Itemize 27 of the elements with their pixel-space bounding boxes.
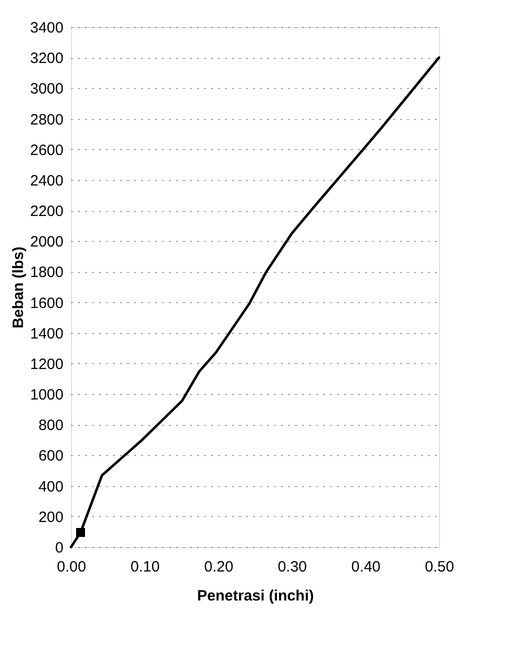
x-tick-label: 0.00	[56, 558, 86, 576]
x-tick-label: 0.30	[278, 558, 307, 576]
x-tick-label: 0.10	[130, 558, 160, 576]
y-tick-label: 800	[38, 417, 64, 434]
y-tick-label: 3000	[30, 80, 64, 98]
y-tick-label: 400	[38, 478, 64, 496]
y-axis-title: Beban (lbs)	[10, 246, 28, 328]
y-tick-label: 2000	[30, 234, 64, 251]
y-tick-label: 1000	[30, 386, 64, 404]
y-tick-label: 2200	[30, 203, 64, 220]
y-tick-label: 3400	[30, 20, 64, 36]
y-tick-label: 2800	[30, 111, 64, 128]
x-tick-label: 0.20	[204, 558, 234, 576]
y-tick-label: 200	[38, 508, 64, 526]
x-tick-label: 0.50	[424, 558, 454, 576]
line-series	[70, 56, 440, 548]
y-tick-label: 2600	[30, 142, 64, 159]
x-tick-label: 0.40	[351, 558, 380, 576]
y-tick-label: 2400	[30, 172, 64, 190]
y-tick-label: 3200	[30, 50, 64, 68]
y-tick-label: 1400	[30, 325, 64, 342]
y-tick-label: 1800	[30, 264, 64, 282]
y-tick-label: 600	[38, 448, 64, 465]
y-tick-label: 0	[55, 540, 64, 556]
x-axis-title: Penetrasi (inchi)	[197, 588, 314, 604]
y-tick-label: 1200	[30, 356, 64, 373]
y-tick-label: 1600	[30, 294, 64, 312]
